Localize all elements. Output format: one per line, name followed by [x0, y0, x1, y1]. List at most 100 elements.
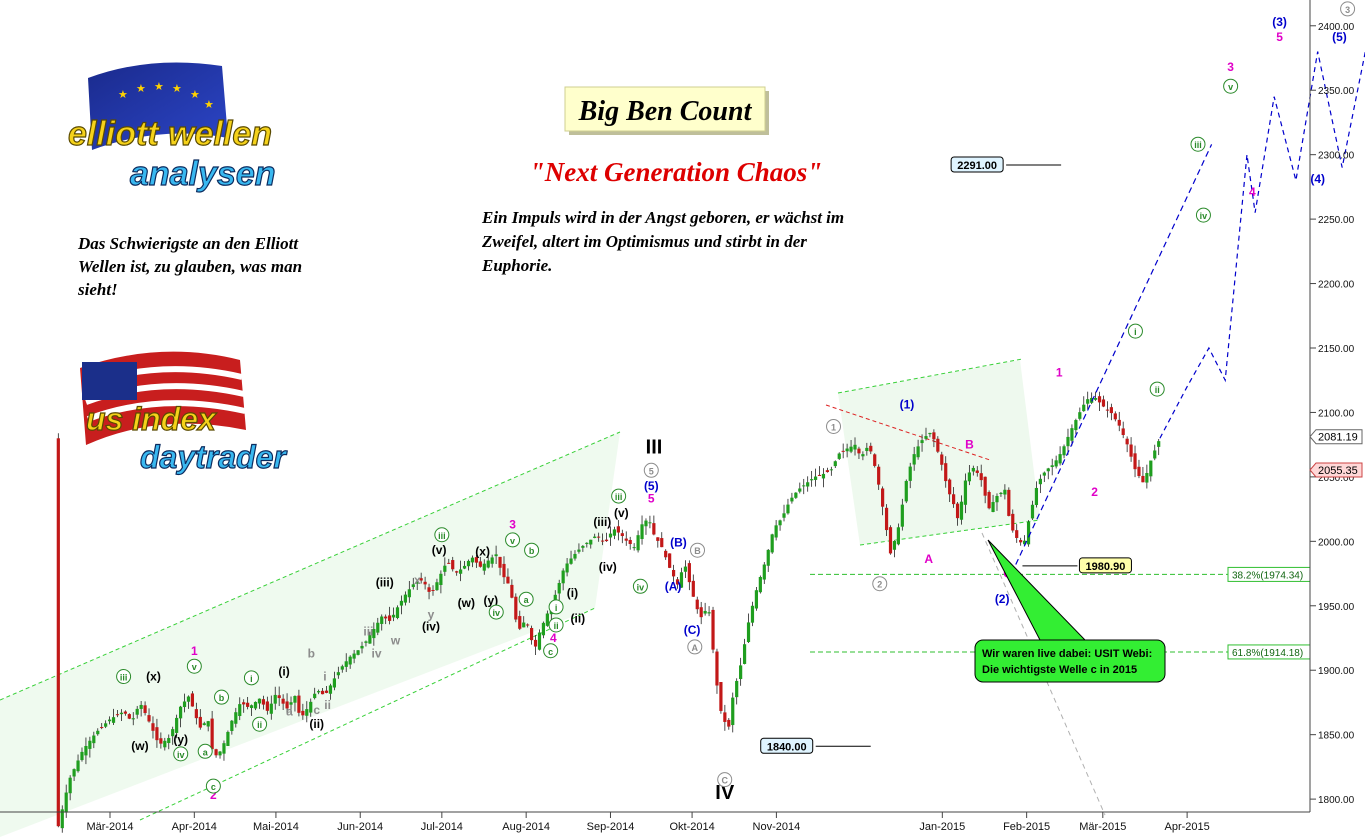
- candle: [305, 701, 309, 723]
- candle: [210, 710, 214, 751]
- candle: [92, 731, 96, 749]
- candle: [478, 556, 482, 568]
- wave-label: iii: [434, 527, 450, 543]
- candle: [940, 451, 944, 471]
- logo-text-line2: analysen: [130, 155, 276, 193]
- candle: [1054, 455, 1058, 469]
- us-index-daytrader-logo: us index daytrader: [80, 351, 288, 476]
- svg-text:(x): (x): [146, 670, 161, 684]
- us-logo-line2: daytrader: [140, 439, 287, 475]
- candle: [640, 515, 644, 545]
- candle: [1003, 484, 1007, 500]
- candle: [171, 726, 175, 745]
- y-tick-label: 1800.00: [1318, 795, 1355, 806]
- candle: [151, 716, 155, 739]
- candle: [739, 657, 743, 686]
- callout-box: [974, 639, 1166, 683]
- candle: [411, 577, 415, 590]
- wave-label: iv: [173, 746, 189, 762]
- svg-text:ii: ii: [257, 720, 262, 730]
- candle: [648, 515, 652, 529]
- triangle-upper-line: [837, 358, 1023, 394]
- candle: [1078, 407, 1082, 421]
- candle: [80, 747, 84, 762]
- candle: [297, 689, 301, 717]
- candle: [60, 805, 64, 833]
- candle: [798, 482, 802, 494]
- candle: [72, 768, 76, 781]
- candle: [861, 451, 865, 461]
- candle: [498, 556, 502, 576]
- svg-text:★: ★: [190, 88, 200, 101]
- candle: [474, 555, 478, 568]
- candle: [111, 708, 116, 725]
- svg-text:(iii): (iii): [376, 575, 394, 589]
- wave-label: w: [390, 633, 401, 647]
- candle: [502, 556, 506, 584]
- wave-label: 5: [1276, 30, 1283, 44]
- candle: [360, 641, 364, 654]
- candle: [344, 653, 348, 673]
- callout-pointer: [987, 539, 1087, 641]
- candle: [530, 625, 534, 645]
- wave-label: v: [1223, 78, 1239, 94]
- wave-label: i: [1127, 323, 1143, 339]
- y-tick-label: 1950.00: [1318, 602, 1355, 613]
- candle: [1125, 436, 1129, 453]
- candle: [758, 575, 762, 594]
- candle: [1105, 401, 1110, 418]
- callout-line-1: Wir waren live dabei: USIT Webi:: [982, 648, 1152, 660]
- svg-text:★: ★: [172, 82, 182, 95]
- candle: [703, 602, 707, 616]
- svg-text:1: 1: [1056, 365, 1063, 379]
- svg-text:iii: iii: [363, 624, 373, 638]
- candle: [971, 465, 975, 476]
- candle: [762, 562, 766, 584]
- wave-label: iii: [1190, 136, 1206, 152]
- wave-label: (x): [146, 670, 161, 684]
- svg-text:i: i: [555, 603, 558, 613]
- candle: [238, 697, 242, 721]
- svg-text:(v): (v): [432, 543, 447, 557]
- candle: [466, 559, 471, 571]
- price-note: 1980.90: [1022, 557, 1132, 574]
- candle: [660, 532, 664, 548]
- x-tick-label: Apr-2014: [172, 821, 217, 833]
- candle: [585, 542, 589, 548]
- wave-label: (i): [278, 664, 289, 678]
- candle: [1101, 395, 1106, 408]
- candle: [952, 487, 956, 508]
- svg-text:iii: iii: [120, 673, 128, 683]
- svg-text:iii: iii: [438, 531, 446, 541]
- candle: [88, 736, 92, 758]
- candle: [376, 617, 380, 636]
- candle: [810, 470, 814, 487]
- svg-text:(C): (C): [684, 623, 701, 637]
- svg-text:(iii): (iii): [593, 515, 611, 529]
- callout-line-2: Die wichtigste Welle c in 2015: [982, 664, 1137, 676]
- candle: [269, 695, 273, 720]
- svg-text:(5): (5): [1332, 30, 1347, 44]
- candle: [328, 683, 333, 700]
- wave-label: ii: [324, 698, 331, 712]
- candle: [364, 640, 368, 647]
- svg-text:(iv): (iv): [422, 619, 440, 633]
- svg-text:v: v: [192, 662, 197, 672]
- candle: [920, 434, 924, 452]
- candle: [774, 520, 778, 541]
- svg-text:x: x: [414, 573, 421, 587]
- candle: [825, 467, 829, 473]
- wave-label: b: [308, 646, 315, 660]
- candle: [214, 748, 218, 758]
- b-wave-red-line: [825, 404, 991, 461]
- svg-text:2: 2: [1091, 485, 1098, 499]
- quote-line-2: Zweifel, altert im Optimismus und stirbt…: [481, 232, 807, 251]
- wave-label: iv: [1195, 207, 1211, 223]
- candle: [967, 465, 971, 486]
- candle: [261, 695, 266, 710]
- wave-label: (C): [684, 623, 701, 637]
- candle: [119, 709, 124, 721]
- svg-text:i: i: [250, 674, 253, 684]
- candle: [175, 714, 179, 739]
